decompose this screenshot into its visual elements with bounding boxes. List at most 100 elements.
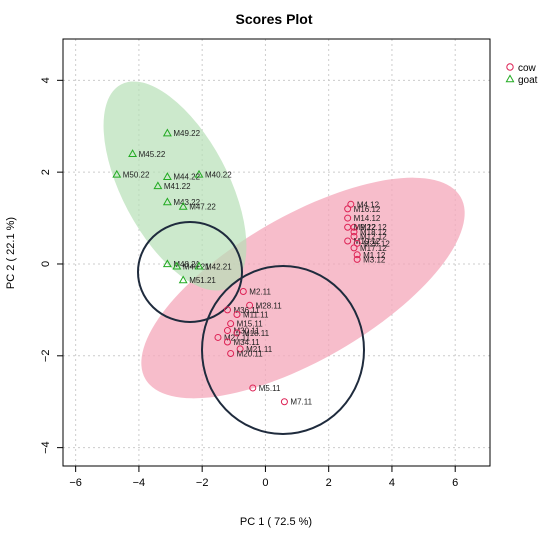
y-tick-label: −2	[40, 350, 52, 363]
point-label: M22.12	[360, 223, 387, 232]
x-tick-label: −2	[196, 477, 209, 489]
cow-point	[233, 329, 241, 337]
point-label: M26.12	[363, 239, 390, 248]
cow-point	[353, 255, 361, 263]
cow-point	[350, 244, 358, 252]
y-tick-label: 0	[40, 261, 52, 267]
cow-point	[214, 333, 222, 341]
cow-point	[353, 239, 361, 247]
cow-point	[246, 301, 254, 309]
highlight-circle-goat	[137, 221, 243, 323]
x-axis-label: PC 1 ( 72.5 %)	[240, 516, 312, 528]
y-tick-label: 2	[40, 169, 52, 175]
point-label: M47.22	[189, 203, 216, 212]
cow-point	[239, 288, 247, 296]
goat-point	[194, 169, 204, 178]
goat-legend-symbol	[505, 74, 515, 83]
y-tick-label: −4	[40, 441, 52, 454]
y-axis-label: PC 2 ( 22.1 %)	[5, 217, 17, 289]
point-label: M50.22	[123, 170, 150, 179]
x-tick-label: 2	[326, 477, 332, 489]
cow-point	[236, 345, 244, 353]
goat-point	[162, 128, 172, 137]
goat-point	[162, 172, 172, 180]
point-label: M15.11	[237, 320, 264, 329]
point-label: M21.11	[246, 345, 273, 354]
cow-point	[227, 350, 235, 358]
point-label: M17.12	[360, 244, 387, 253]
point-label: M45.22	[139, 150, 166, 159]
point-label: M30.11	[233, 327, 260, 336]
x-tick-label: 4	[389, 477, 395, 489]
cow-point	[344, 214, 352, 222]
plot-area: M4.12M16.12M14.12M22.12M9.12M18.12M12.12…	[63, 39, 490, 466]
point-label: M40.22	[205, 170, 232, 179]
point-label: M11.11	[243, 310, 269, 319]
cow-point	[227, 320, 235, 328]
goat-point	[162, 259, 172, 268]
point-label: M44.22	[173, 173, 200, 182]
x-tick-label: 0	[262, 477, 268, 489]
point-label: M41.22	[164, 182, 191, 191]
cow-point	[347, 200, 355, 208]
chart-title: Scores Plot	[235, 11, 312, 27]
point-label: M27.11	[224, 333, 251, 342]
goat-point	[128, 149, 138, 157]
cow-point	[223, 306, 231, 314]
goat-point	[178, 275, 188, 284]
point-label: M49.22	[173, 129, 200, 138]
point-label: M16.12	[354, 205, 381, 214]
x-tick-label: −4	[133, 477, 146, 489]
cow-ellipse	[141, 177, 465, 399]
y-tick-label: 4	[40, 77, 52, 83]
point-label: M36.11	[233, 306, 260, 315]
point-label: M5.11	[259, 384, 281, 393]
cow-point	[223, 338, 231, 346]
goat-point	[194, 261, 204, 270]
point-label: M48.21	[173, 260, 200, 269]
point-label: M14.12	[354, 214, 381, 223]
axes: −6 −4 −2 0 2 4 6 −4 −2 0 2 4	[40, 77, 458, 489]
goat-ellipse	[103, 81, 247, 291]
goat-point	[153, 181, 163, 190]
cow-point	[344, 205, 352, 213]
point-label: M9.12	[354, 223, 377, 232]
cow-point	[350, 228, 358, 236]
point-label: M42.21	[205, 262, 232, 271]
cow-point	[280, 398, 288, 406]
point-label: M28.11	[256, 301, 283, 310]
x-tick-label: −6	[69, 477, 82, 489]
cow-point	[353, 251, 361, 259]
point-label: M51.21	[189, 276, 216, 285]
point-label: M18.11	[243, 329, 270, 338]
goat-point	[162, 197, 172, 206]
point-label: M43.22	[173, 198, 200, 207]
goat-legend-label: goat	[518, 75, 538, 86]
point-label: M12.12	[360, 232, 387, 241]
cow-point	[350, 232, 358, 240]
cow-point	[223, 327, 231, 335]
goat-point	[178, 201, 188, 210]
point-label: M20.11	[237, 350, 264, 359]
point-label: M4.12	[357, 200, 380, 209]
point-label: M18.12	[360, 228, 387, 237]
cow-point	[249, 384, 257, 392]
cow-legend-symbol	[506, 63, 514, 71]
point-label: M2.11	[249, 288, 271, 297]
point-label: M1.12	[363, 251, 386, 260]
cow-point	[233, 310, 241, 318]
point-label: M19.12	[354, 237, 381, 246]
highlight-circle-cow	[201, 265, 365, 435]
x-tick-label: 6	[452, 477, 458, 489]
plot-frame	[62, 38, 491, 467]
cow-point	[344, 237, 352, 245]
cow-point	[344, 223, 352, 231]
point-label: M3.12	[363, 255, 386, 264]
point-label: M7.11	[290, 398, 312, 407]
cow-legend-label: cow	[518, 63, 537, 74]
point-label: M34.11	[233, 338, 260, 347]
goat-point	[112, 169, 122, 178]
goat-point	[172, 261, 182, 270]
